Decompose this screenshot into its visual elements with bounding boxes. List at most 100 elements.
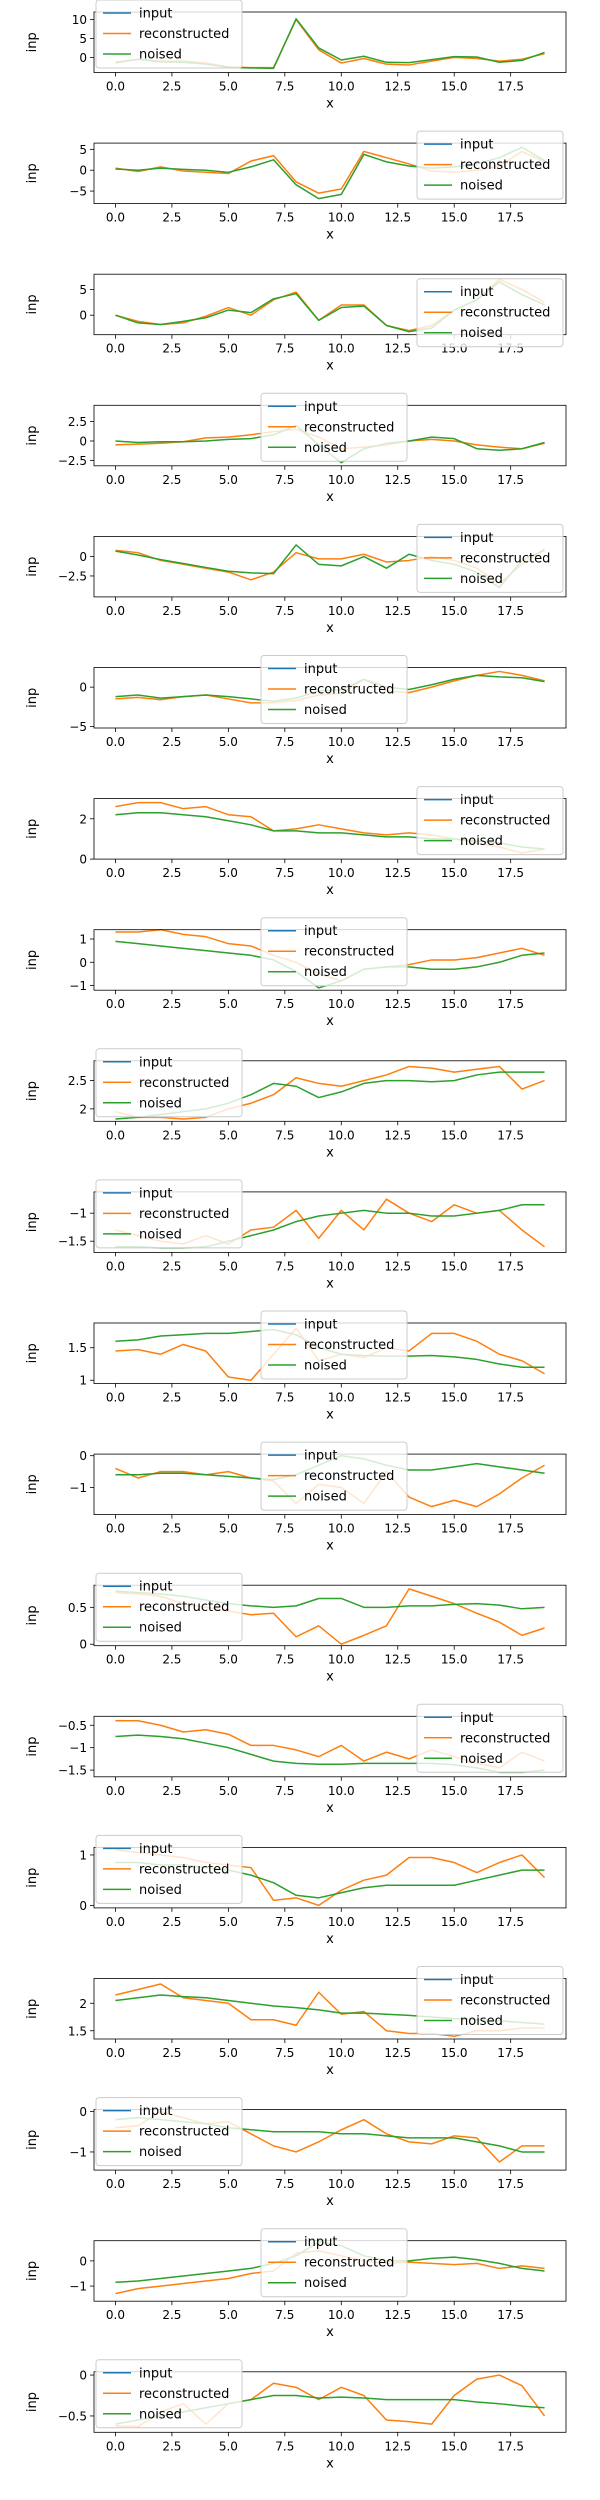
legend-label-noised: noised — [139, 1227, 182, 1242]
y-tick-label: −1 — [69, 1481, 87, 1495]
x-tick-label: 12.5 — [384, 80, 411, 94]
y-tick-label: 0 — [79, 550, 87, 564]
y-tick-label: 0 — [79, 2369, 87, 2383]
legend: input reconstructed noised — [416, 1966, 564, 2035]
legend-label-input: input — [460, 793, 493, 808]
axes-frame — [93, 798, 567, 860]
legend-label-noised: noised — [304, 965, 347, 980]
legend-label-input: input — [304, 662, 337, 677]
x-tick-label: 15.0 — [441, 211, 468, 225]
legend-frame — [416, 130, 564, 200]
x-tick-label: 10.0 — [328, 80, 355, 94]
subplot-18: 0.0 2.5 5.0 7.5 10.0 12.5 15.0 17.5 −1 0 x inp input… — [25, 2228, 567, 2340]
y-tick-label: 2 — [79, 812, 87, 826]
x-tick-label: 7.5 — [275, 1784, 294, 1798]
x-tick-label: 10.0 — [328, 866, 355, 880]
x-tick-label: 12.5 — [384, 997, 411, 1011]
subplot-1: 0.0 2.5 5.0 7.5 10.0 12.5 15.0 17.5 0 5 10 x inp inpu… — [25, 0, 567, 112]
y-tick-label: 0 — [79, 956, 87, 970]
x-tick-label: 2.5 — [162, 80, 181, 94]
x-tick-label: 5.0 — [219, 211, 238, 225]
legend: input reconstructed noised — [95, 1572, 243, 1642]
legend: input reconstructed noised — [416, 523, 564, 593]
x-tick-label: 15.0 — [441, 604, 468, 618]
legend-label-reconstructed: reconstructed — [304, 1469, 394, 1484]
axes-frame — [93, 273, 567, 336]
x-tick-label: 15.0 — [441, 473, 468, 487]
legend-label-reconstructed: reconstructed — [460, 158, 550, 173]
legend: input reconstructed noised — [95, 2097, 243, 2167]
legend-frame — [260, 1441, 408, 1511]
legend-label-input: input — [460, 1973, 493, 1988]
y-tick-label: −2.5 — [58, 569, 87, 583]
x-tick-label: 2.5 — [162, 2177, 181, 2191]
x-tick-label: 0.0 — [106, 473, 125, 487]
subplot-6: 0.0 2.5 5.0 7.5 10.0 12.5 15.0 17.5 −5 0 x inp input… — [25, 655, 567, 767]
legend-label-noised: noised — [304, 703, 347, 718]
legend-frame — [416, 1703, 564, 1773]
legend-label-input: input — [139, 7, 172, 22]
legend-frame — [95, 1572, 243, 1642]
x-tick-label: 7.5 — [275, 604, 294, 618]
y-tick-label: −2.5 — [58, 454, 87, 468]
legend-label-noised: noised — [304, 1490, 347, 1505]
y-tick-label: 0 — [79, 853, 87, 867]
subplot-12: 0.0 2.5 5.0 7.5 10.0 12.5 15.0 17.5 −1 0 x inp input… — [25, 1441, 567, 1554]
subplot-5: 0.0 2.5 5.0 7.5 10.0 12.5 15.0 17.5 −2.5 0 x inp inp… — [25, 523, 567, 636]
x-axis-label: x — [326, 490, 334, 505]
legend-label-reconstructed: reconstructed — [139, 27, 229, 42]
axes-frame — [93, 1584, 567, 1647]
subplot-7: 0.0 2.5 5.0 7.5 10.0 12.5 15.0 17.5 0 2 x inp input r… — [25, 786, 567, 898]
x-tick-label: 5.0 — [219, 1128, 238, 1142]
legend-frame — [416, 1966, 564, 2035]
y-axis-label: inp — [25, 2261, 40, 2281]
x-tick-label: 10.0 — [328, 1259, 355, 1273]
legend-label-noised: noised — [460, 179, 503, 194]
legend-label-reconstructed: reconstructed — [460, 306, 550, 321]
x-tick-label: 7.5 — [275, 2308, 294, 2322]
y-tick-label: −1.5 — [58, 1235, 87, 1249]
x-tick-label: 5.0 — [219, 342, 238, 356]
y-axis-label: inp — [25, 1605, 40, 1625]
y-tick-label: −5 — [69, 185, 87, 199]
x-tick-label: 10.0 — [328, 735, 355, 749]
subplot-2: 0.0 2.5 5.0 7.5 10.0 12.5 15.0 17.5 −5 0 5 x inp inpu… — [25, 130, 567, 243]
subplot-16: 0.0 2.5 5.0 7.5 10.0 12.5 15.0 17.5 1.5 2 x inp inpu… — [25, 1966, 567, 2078]
legend-label-noised: noised — [460, 326, 503, 341]
x-tick-label: 10.0 — [328, 1128, 355, 1142]
x-axis-label: x — [326, 2063, 334, 2078]
x-tick-label: 17.5 — [497, 473, 524, 487]
x-tick-label: 15.0 — [441, 1128, 468, 1142]
subplot-13: 0.0 2.5 5.0 7.5 10.0 12.5 15.0 17.5 0 0.5 x inp inpu… — [25, 1572, 567, 1685]
legend: input reconstructed noised — [260, 1310, 408, 1380]
x-axis-label: x — [326, 2456, 334, 2471]
x-tick-label: 0.0 — [106, 735, 125, 749]
y-tick-label: 0.5 — [68, 1601, 87, 1615]
x-tick-label: 15.0 — [441, 1915, 468, 1929]
x-tick-label: 0.0 — [106, 211, 125, 225]
y-axis-label: inp — [25, 32, 40, 52]
x-tick-label: 15.0 — [441, 80, 468, 94]
legend-label-input: input — [139, 2104, 172, 2119]
legend-frame — [260, 917, 408, 987]
x-axis-label: x — [326, 1145, 334, 1160]
x-tick-label: 12.5 — [384, 1522, 411, 1536]
legend-label-noised: noised — [139, 2407, 182, 2422]
x-tick-label: 15.0 — [441, 866, 468, 880]
legend-label-input: input — [460, 1711, 493, 1726]
legend-label-reconstructed: reconstructed — [460, 1994, 550, 2009]
x-tick-label: 12.5 — [384, 2046, 411, 2060]
x-tick-label: 17.5 — [497, 2177, 524, 2191]
x-axis-label: x — [326, 2194, 334, 2209]
legend-label-reconstructed: reconstructed — [460, 551, 550, 566]
legend-frame — [95, 1048, 243, 1118]
x-tick-label: 12.5 — [384, 1915, 411, 1929]
x-tick-label: 5.0 — [219, 80, 238, 94]
x-tick-label: 7.5 — [275, 1391, 294, 1405]
x-tick-label: 2.5 — [162, 735, 181, 749]
x-tick-label: 17.5 — [497, 1784, 524, 1798]
x-tick-label: 7.5 — [275, 1128, 294, 1142]
x-tick-label: 0.0 — [106, 1128, 125, 1142]
y-tick-label: 2 — [79, 1997, 87, 2011]
y-tick-label: −0.5 — [58, 1719, 87, 1733]
